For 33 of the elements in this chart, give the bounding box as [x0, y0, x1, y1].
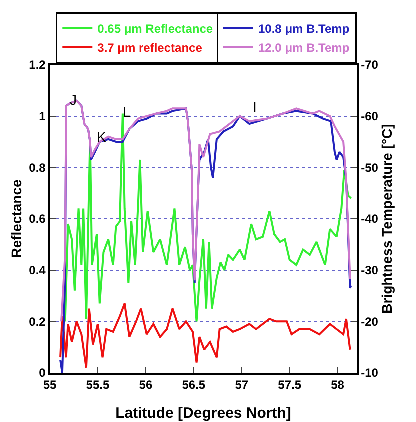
legend-label: 3.7 μm reflectance — [98, 41, 203, 56]
annotation: I — [253, 99, 257, 115]
y-tick-label: 0.8 — [29, 160, 46, 175]
x-tick-label: 57 — [235, 378, 249, 392]
legend-label: 10.8 μm B.Temp — [258, 22, 350, 36]
y-tick-label: 0.2 — [29, 314, 46, 329]
y2-tick-label: -70 — [361, 58, 379, 72]
y2-tick-label: -60 — [361, 110, 379, 124]
legend-label: 0.65 μm Reflectance — [98, 22, 214, 36]
annotation: J — [70, 92, 77, 108]
y2-tick-label: -50 — [361, 160, 379, 175]
x-tick-label: 56 — [139, 378, 153, 392]
annotation: K — [97, 129, 107, 145]
y-tick-label: 0.6 — [29, 212, 46, 226]
x-tick-label: 57.5 — [278, 378, 302, 392]
y-tick-label: 0 — [39, 366, 46, 380]
y-axis-title: Reflectance — [8, 179, 24, 258]
y2-tick-label: -40 — [361, 212, 379, 226]
annotation: L — [123, 104, 131, 120]
x-tick-label: 55 — [43, 378, 57, 392]
x-tick-label: 55.5 — [86, 378, 110, 392]
y2-axis-title: Brightness Temperature [°C] — [378, 124, 395, 314]
y2-tick-label: -20 — [361, 314, 379, 329]
legend-label: 12.0 μm B.Temp — [258, 41, 350, 56]
y-tick-label: 1 — [39, 110, 46, 124]
y2-tick-label: -10 — [361, 366, 379, 380]
x-tick-label: 56.5 — [182, 378, 206, 392]
y-tick-label: 0.4 — [29, 264, 46, 278]
y-tick-label: 1.2 — [29, 58, 46, 72]
x-axis-title: Latitude [Degrees North] — [116, 405, 292, 422]
x-tick-label: 58 — [331, 378, 345, 392]
line-series — [60, 302, 352, 369]
y2-tick-label: -30 — [361, 264, 379, 278]
